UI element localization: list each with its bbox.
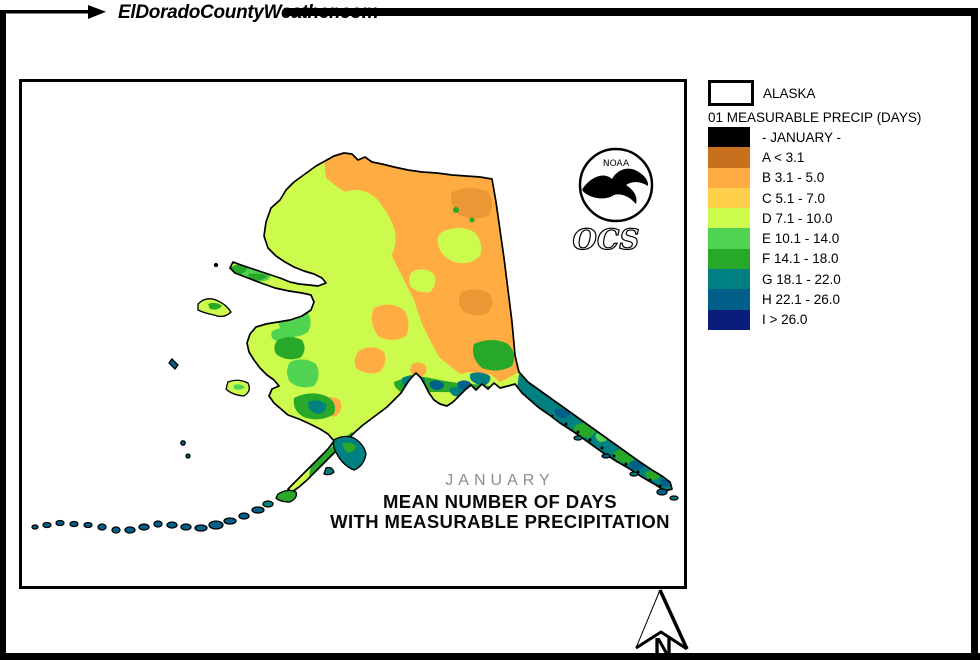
legend-row: E 10.1 - 14.0	[708, 228, 973, 249]
legend-swatch	[708, 127, 750, 148]
legend-label: H 22.1 - 26.0	[762, 292, 841, 308]
ocs-logo-text: OCS	[573, 223, 640, 256]
legend-label: C 5.1 - 7.0	[762, 190, 826, 206]
legend-panel: ALASKA 01 MEASURABLE PRECIP (DAYS) - JAN…	[708, 74, 973, 330]
legend-swatch	[708, 208, 750, 229]
legend-swatch	[708, 248, 750, 270]
legend-swatch	[708, 167, 750, 188]
page-border-right	[971, 8, 978, 660]
map-frame: NOAA OCS JANUARY MEAN NUMBER OF DAYS WIT…	[19, 79, 687, 589]
legend-swatch	[708, 289, 750, 310]
page-border-bottom	[0, 653, 980, 660]
legend-row: C 5.1 - 7.0	[708, 187, 973, 209]
legend-label: D 7.1 - 10.0	[762, 210, 833, 226]
page-border-left	[0, 10, 6, 660]
header-arrow-icon	[2, 5, 106, 19]
alaska-extent-box	[708, 80, 754, 106]
legend-row: B 3.1 - 5.0	[708, 167, 973, 188]
islands	[31, 262, 679, 534]
legend-label: A < 3.1	[762, 149, 805, 165]
legend-label: E 10.1 - 14.0	[762, 231, 840, 247]
legend-swatch	[708, 147, 750, 168]
legend-swatch	[708, 228, 750, 249]
legend-label: F 14.1 - 18.0	[762, 251, 839, 267]
noaa-ocs-logo: NOAA OCS	[572, 147, 654, 257]
legend-layer-title: 01 MEASURABLE PRECIP (DAYS)	[708, 110, 922, 125]
noaa-logo-text: NOAA	[603, 159, 630, 169]
alaska-precipitation-map: NOAA OCS	[31, 147, 679, 534]
legend-label: B 3.1 - 5.0	[762, 170, 825, 186]
precip-class-regions	[230, 153, 672, 492]
legend-row: H 22.1 - 26.0	[708, 289, 973, 310]
legend-swatch	[708, 269, 750, 290]
page-border-top	[284, 8, 978, 16]
site-brand-link[interactable]: ElDoradoCountyWeather.com	[118, 2, 379, 23]
noaa-bird-icon	[582, 168, 649, 204]
legend-swatch	[708, 309, 750, 330]
legend-swatch	[708, 187, 750, 209]
legend-row: I > 26.0	[708, 309, 973, 330]
legend-row: D 7.1 - 10.0	[708, 208, 973, 229]
north-label: N	[654, 632, 673, 660]
map-title-line2: WITH MEASURABLE PRECIPITATION	[330, 511, 670, 532]
legend-row: G 18.1 - 22.0	[708, 269, 973, 290]
legend-region-row: ALASKA	[708, 80, 973, 106]
legend-label: - JANUARY -	[762, 129, 842, 145]
legend-row: - JANUARY -	[708, 127, 973, 148]
legend-label: I > 26.0	[762, 312, 808, 328]
north-arrow: N	[635, 589, 689, 660]
legend-row: A < 3.1	[708, 147, 973, 168]
legend-classes: - JANUARY - A < 3.1 B 3.1 - 5.0 C 5.1 - …	[708, 127, 973, 330]
map-title-line1: MEAN NUMBER OF DAYS	[382, 491, 618, 512]
alaska-extent-label: ALASKA	[763, 85, 816, 101]
legend-row: F 14.1 - 18.0	[708, 248, 973, 270]
legend-label: G 18.1 - 22.0	[762, 271, 841, 287]
map-month-label: JANUARY	[445, 472, 555, 489]
